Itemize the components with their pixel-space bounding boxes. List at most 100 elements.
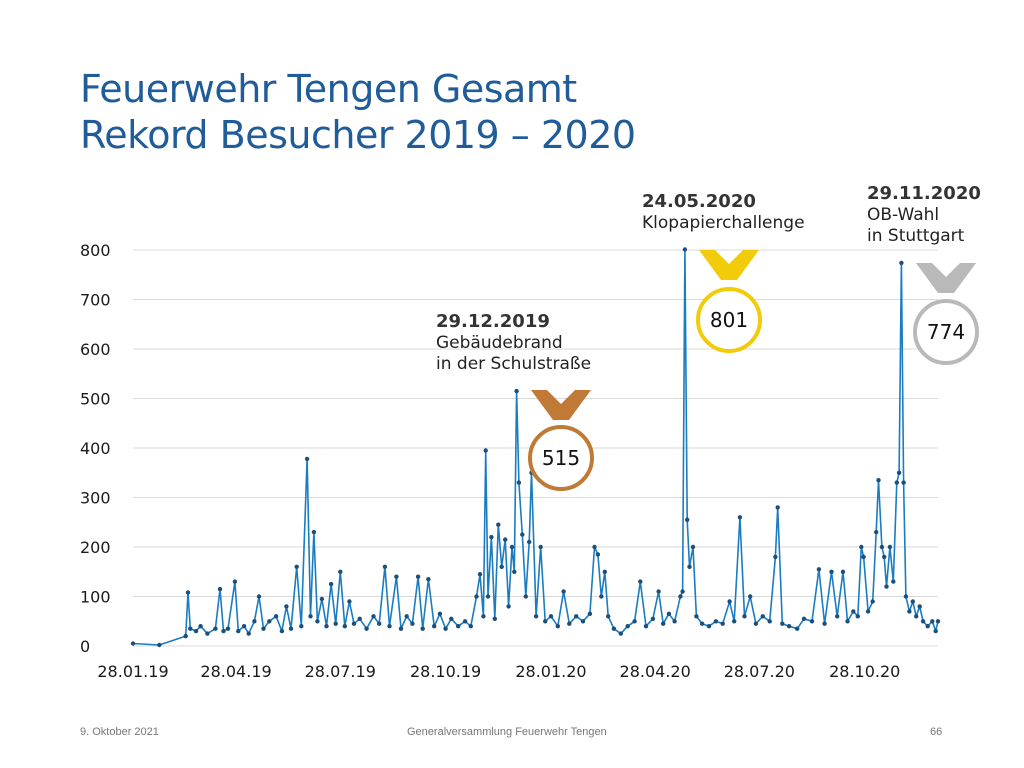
data-point bbox=[188, 626, 193, 631]
data-point bbox=[687, 564, 692, 569]
data-point bbox=[567, 621, 572, 626]
data-point bbox=[809, 619, 815, 624]
data-point bbox=[780, 621, 785, 626]
y-tick-label: 100 bbox=[80, 588, 111, 607]
y-tick-label: 700 bbox=[80, 291, 111, 310]
data-point bbox=[680, 589, 685, 594]
data-point bbox=[157, 642, 162, 648]
data-point bbox=[294, 564, 299, 569]
data-point bbox=[523, 594, 528, 599]
data-point bbox=[267, 619, 272, 624]
data-point bbox=[468, 624, 473, 629]
data-point bbox=[261, 626, 266, 631]
data-point bbox=[694, 614, 699, 619]
data-point bbox=[618, 631, 623, 636]
data-point bbox=[650, 616, 656, 621]
data-point bbox=[855, 614, 860, 619]
data-point bbox=[304, 456, 310, 462]
data-point bbox=[606, 614, 611, 619]
bronze-medal-icon bbox=[528, 425, 594, 491]
data-point bbox=[217, 586, 223, 592]
data-point bbox=[415, 574, 421, 579]
data-point bbox=[672, 619, 677, 624]
data-point bbox=[437, 611, 443, 616]
data-point bbox=[449, 616, 454, 621]
data-point bbox=[252, 619, 257, 624]
data-point bbox=[483, 448, 488, 453]
data-point bbox=[398, 626, 404, 631]
data-point bbox=[183, 633, 188, 639]
data-point bbox=[874, 529, 879, 535]
annotation-text: OB-Wahl bbox=[867, 205, 939, 225]
footer-event: Generalversammlung Feuerwehr Tengen bbox=[407, 726, 607, 738]
annotation-text: Klopapierchallenge bbox=[642, 213, 805, 233]
y-tick-label: 800 bbox=[80, 241, 111, 260]
data-point bbox=[506, 604, 511, 609]
data-point bbox=[884, 584, 889, 589]
data-point bbox=[496, 522, 501, 527]
data-point bbox=[538, 544, 543, 550]
data-point bbox=[462, 619, 468, 624]
medal-value-label: 515 bbox=[542, 446, 580, 470]
data-point bbox=[509, 544, 515, 550]
data-point bbox=[910, 599, 915, 604]
bronze-medal-ribbon-icon bbox=[531, 390, 591, 420]
data-point bbox=[632, 619, 637, 624]
data-point bbox=[311, 529, 317, 535]
data-point bbox=[845, 619, 850, 624]
data-point bbox=[543, 619, 548, 624]
data-point bbox=[432, 624, 437, 629]
data-point bbox=[489, 534, 494, 540]
data-point bbox=[767, 619, 772, 624]
data-point bbox=[887, 544, 893, 550]
x-tick-label: 28.07.20 bbox=[724, 662, 795, 681]
data-point bbox=[611, 626, 617, 631]
data-point bbox=[896, 470, 902, 475]
data-point bbox=[870, 599, 875, 604]
data-point bbox=[914, 614, 919, 619]
data-point bbox=[753, 621, 759, 626]
data-point bbox=[625, 624, 630, 629]
data-point bbox=[816, 567, 822, 572]
data-point bbox=[246, 631, 251, 636]
data-point bbox=[357, 616, 362, 621]
x-tick-label: 28.07.19 bbox=[305, 662, 376, 681]
data-point bbox=[241, 624, 247, 629]
data-point bbox=[851, 609, 856, 614]
medal-value-label: 801 bbox=[710, 308, 748, 332]
data-point bbox=[882, 554, 887, 560]
data-point bbox=[315, 619, 320, 624]
data-point bbox=[561, 589, 566, 594]
data-point bbox=[699, 621, 705, 626]
data-point bbox=[773, 554, 778, 560]
data-point bbox=[492, 616, 497, 621]
data-point bbox=[829, 569, 834, 574]
data-point bbox=[859, 544, 864, 550]
data-point bbox=[342, 624, 347, 629]
data-point bbox=[420, 626, 425, 631]
data-point bbox=[527, 539, 532, 545]
data-point bbox=[387, 624, 392, 629]
data-point bbox=[801, 616, 807, 621]
data-point bbox=[198, 624, 203, 629]
data-point bbox=[879, 544, 885, 550]
data-point bbox=[533, 614, 539, 619]
data-point bbox=[347, 599, 352, 604]
data-point bbox=[690, 544, 696, 550]
x-tick-label: 28.10.19 bbox=[410, 662, 481, 681]
x-tick-label: 28.01.20 bbox=[515, 662, 586, 681]
data-point bbox=[520, 532, 525, 537]
data-point bbox=[706, 624, 712, 629]
data-point bbox=[410, 621, 415, 626]
data-point bbox=[499, 564, 504, 569]
data-point bbox=[225, 626, 231, 631]
data-point bbox=[193, 628, 199, 634]
data-point bbox=[587, 611, 593, 616]
data-point bbox=[661, 621, 666, 626]
data-point bbox=[232, 579, 238, 584]
data-point bbox=[351, 621, 357, 626]
x-tick-label: 28.04.19 bbox=[200, 662, 271, 681]
x-tick-label: 28.04.20 bbox=[620, 662, 691, 681]
data-point bbox=[643, 624, 649, 629]
data-point bbox=[891, 579, 896, 584]
